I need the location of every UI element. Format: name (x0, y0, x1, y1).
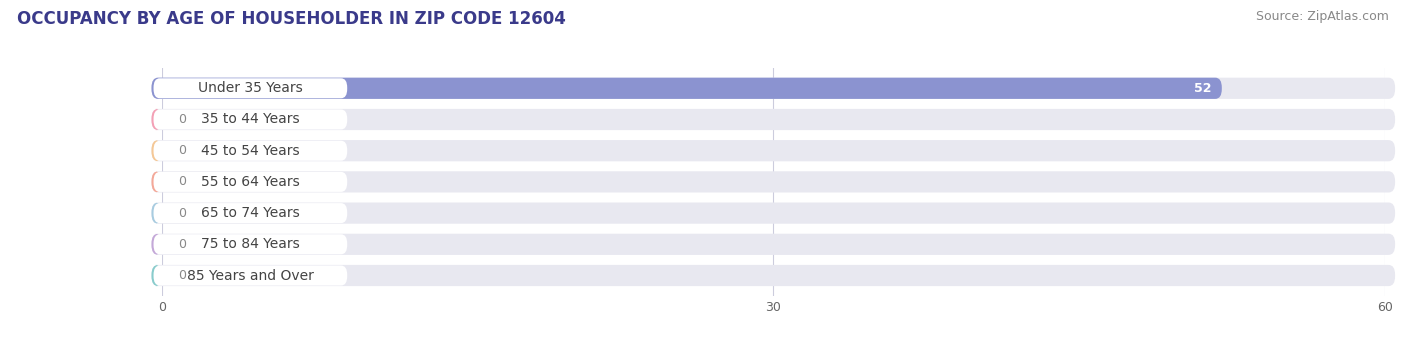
FancyBboxPatch shape (153, 203, 347, 223)
FancyBboxPatch shape (152, 265, 1395, 286)
Text: 0: 0 (179, 144, 186, 157)
FancyBboxPatch shape (152, 78, 1222, 99)
Text: 0: 0 (179, 238, 186, 251)
FancyBboxPatch shape (152, 203, 162, 224)
FancyBboxPatch shape (152, 140, 162, 161)
FancyBboxPatch shape (152, 171, 162, 192)
Text: 0: 0 (179, 113, 186, 126)
FancyBboxPatch shape (152, 265, 162, 286)
FancyBboxPatch shape (153, 234, 347, 254)
FancyBboxPatch shape (153, 172, 347, 192)
Text: 75 to 84 Years: 75 to 84 Years (201, 237, 299, 251)
Text: 55 to 64 Years: 55 to 64 Years (201, 175, 299, 189)
Text: 65 to 74 Years: 65 to 74 Years (201, 206, 299, 220)
FancyBboxPatch shape (153, 266, 347, 286)
FancyBboxPatch shape (153, 78, 347, 98)
FancyBboxPatch shape (152, 109, 1395, 130)
FancyBboxPatch shape (153, 109, 347, 130)
FancyBboxPatch shape (152, 234, 162, 255)
Text: 35 to 44 Years: 35 to 44 Years (201, 113, 299, 126)
Text: 0: 0 (179, 175, 186, 188)
Text: 45 to 54 Years: 45 to 54 Years (201, 144, 299, 158)
FancyBboxPatch shape (153, 141, 347, 161)
Text: Source: ZipAtlas.com: Source: ZipAtlas.com (1256, 10, 1389, 23)
FancyBboxPatch shape (152, 78, 1395, 99)
Text: 85 Years and Over: 85 Years and Over (187, 269, 314, 283)
FancyBboxPatch shape (152, 140, 1395, 161)
Text: 0: 0 (179, 207, 186, 220)
FancyBboxPatch shape (152, 234, 1395, 255)
Text: 52: 52 (1194, 82, 1212, 95)
Text: OCCUPANCY BY AGE OF HOUSEHOLDER IN ZIP CODE 12604: OCCUPANCY BY AGE OF HOUSEHOLDER IN ZIP C… (17, 10, 565, 28)
Text: Under 35 Years: Under 35 Years (198, 81, 302, 95)
Text: 0: 0 (179, 269, 186, 282)
FancyBboxPatch shape (152, 171, 1395, 192)
FancyBboxPatch shape (152, 109, 162, 130)
FancyBboxPatch shape (152, 203, 1395, 224)
